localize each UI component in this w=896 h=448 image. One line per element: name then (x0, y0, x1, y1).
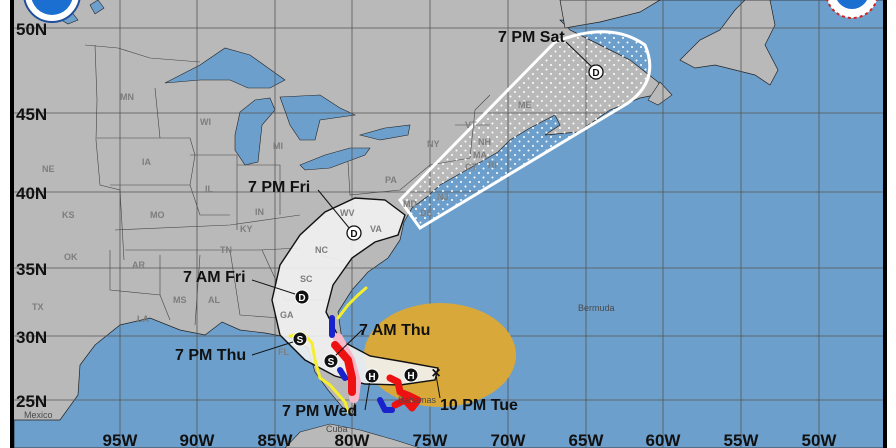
state-label-ok: OK (64, 252, 78, 262)
svg-text:D: D (298, 293, 305, 304)
track-time-labels: 10 PM Tue 7 PM Wed 7 AM Thu 7 PM Thu 7 A… (175, 29, 565, 420)
track-point-hurricane-2[interactable]: H (403, 367, 419, 383)
state-label-ks: KS (62, 210, 75, 220)
svg-text:65W: 65W (569, 431, 605, 448)
track-point-7pm-thu[interactable]: S (292, 331, 308, 347)
state-label-tx: TX (32, 302, 44, 312)
track-point-7pm-fri[interactable]: D (346, 225, 362, 241)
newfoundland (679, 0, 779, 86)
state-label-mi: MI (273, 141, 283, 151)
svg-text:S: S (328, 357, 335, 368)
svg-text:90W: 90W (180, 431, 216, 448)
svg-text:30N: 30N (16, 328, 47, 347)
hurricane-warning-bahamas (386, 374, 422, 412)
svg-text:50N: 50N (16, 20, 47, 39)
label-leaders (251, 41, 594, 411)
state-label-md: MD (403, 199, 417, 209)
place-bermuda: Bermuda (578, 303, 615, 313)
state-label-ia: IA (142, 157, 152, 167)
state-label-vt: VT (465, 120, 477, 130)
track-point-7pm-sat[interactable]: D (588, 64, 604, 80)
svg-text:H: H (368, 372, 375, 383)
state-label-ga: GA (280, 310, 294, 320)
label-7pm-thu: 7 PM Thu (175, 347, 246, 364)
label-7am-fri: 7 AM Fri (183, 269, 246, 286)
state-label-al: AL (208, 295, 220, 305)
state-label-ky: KY (240, 224, 253, 234)
svg-text:85W: 85W (258, 431, 294, 448)
track-point-10pm-tue[interactable]: × (431, 365, 440, 382)
state-label-nh: NH (478, 137, 491, 147)
place-mexico: Mexico (24, 410, 53, 420)
state-label-fl: FL (278, 347, 289, 357)
svg-text:80W: 80W (335, 431, 371, 448)
state-label-ny: NY (427, 139, 440, 149)
svg-text:70W: 70W (491, 431, 527, 448)
state-label-de: DE (420, 208, 433, 218)
state-label-ct: CT (465, 162, 477, 172)
state-label-in: IN (255, 207, 264, 217)
state-label-mn: MN (120, 92, 134, 102)
svg-text:25N: 25N (16, 392, 47, 411)
state-label-mo: MO (150, 210, 165, 220)
frame-left (10, 0, 14, 448)
place-cuba: Cuba (326, 424, 348, 434)
svg-text:50W: 50W (802, 431, 838, 448)
great-lakes (57, 0, 411, 171)
state-label-il: IL (205, 184, 214, 194)
label-7pm-wed: 7 PM Wed (282, 403, 357, 420)
state-label-nj: NJ (437, 192, 449, 202)
state-label-nc: NC (315, 245, 328, 255)
state-label-ms: MS (173, 295, 187, 305)
label-7am-thu: 7 AM Thu (359, 322, 430, 339)
label-7pm-sat: 7 PM Sat (498, 29, 565, 46)
track-point-7am-fri[interactable]: D (294, 289, 310, 305)
svg-text:75W: 75W (413, 431, 449, 448)
state-borders (84, 44, 491, 326)
state-label-ar: AR (132, 260, 145, 270)
svg-text:D: D (592, 68, 599, 79)
state-label-me: ME (518, 100, 532, 110)
nws-logo (826, 0, 878, 19)
state-label-wv: WV (340, 208, 355, 218)
label-7pm-fri: 7 PM Fri (248, 179, 310, 196)
state-label-wi: WI (200, 117, 211, 127)
frame-right (883, 0, 887, 448)
noaa-logo (23, 0, 81, 23)
svg-text:H: H (407, 371, 414, 382)
svg-text:95W: 95W (103, 431, 139, 448)
state-label-ne: NE (42, 164, 55, 174)
forecast-cone-extended (398, 30, 652, 230)
svg-text:×: × (431, 365, 440, 382)
track-point-7pm-wed[interactable]: H (364, 368, 380, 384)
state-label-tn: TN (220, 245, 232, 255)
state-label-la: LA (137, 314, 149, 324)
hurricane-warning-florida (331, 341, 356, 396)
latitude-labels: 50N 45N 40N 35N 30N 25N (16, 20, 47, 411)
state-label-va: VA (370, 224, 382, 234)
labrador (559, 0, 661, 29)
svg-text:60W: 60W (646, 431, 682, 448)
longitude-labels: 95W 90W 85W 80W 75W 70W 65W 60W 55W 50W (103, 431, 838, 448)
track-points: × H H S S D D D (292, 64, 604, 384)
svg-text:35N: 35N (16, 260, 47, 279)
state-label-ri: RI (488, 160, 497, 170)
svg-text:40N: 40N (16, 184, 47, 203)
state-label-ma: MA (473, 150, 487, 160)
place-bahamas: Bahamas (398, 395, 437, 405)
state-label-sc: SC (300, 274, 313, 284)
svg-text:S: S (297, 335, 304, 346)
label-10pm-tue: 10 PM Tue (440, 397, 518, 414)
svg-text:55W: 55W (724, 431, 760, 448)
svg-text:D: D (350, 229, 357, 240)
svg-text:45N: 45N (16, 105, 47, 124)
track-point-7am-thu[interactable]: S (323, 353, 339, 369)
cape-breton (647, 81, 673, 106)
state-label-pa: PA (385, 175, 397, 185)
potential-formation-area (364, 303, 516, 407)
cuba (284, 423, 421, 448)
